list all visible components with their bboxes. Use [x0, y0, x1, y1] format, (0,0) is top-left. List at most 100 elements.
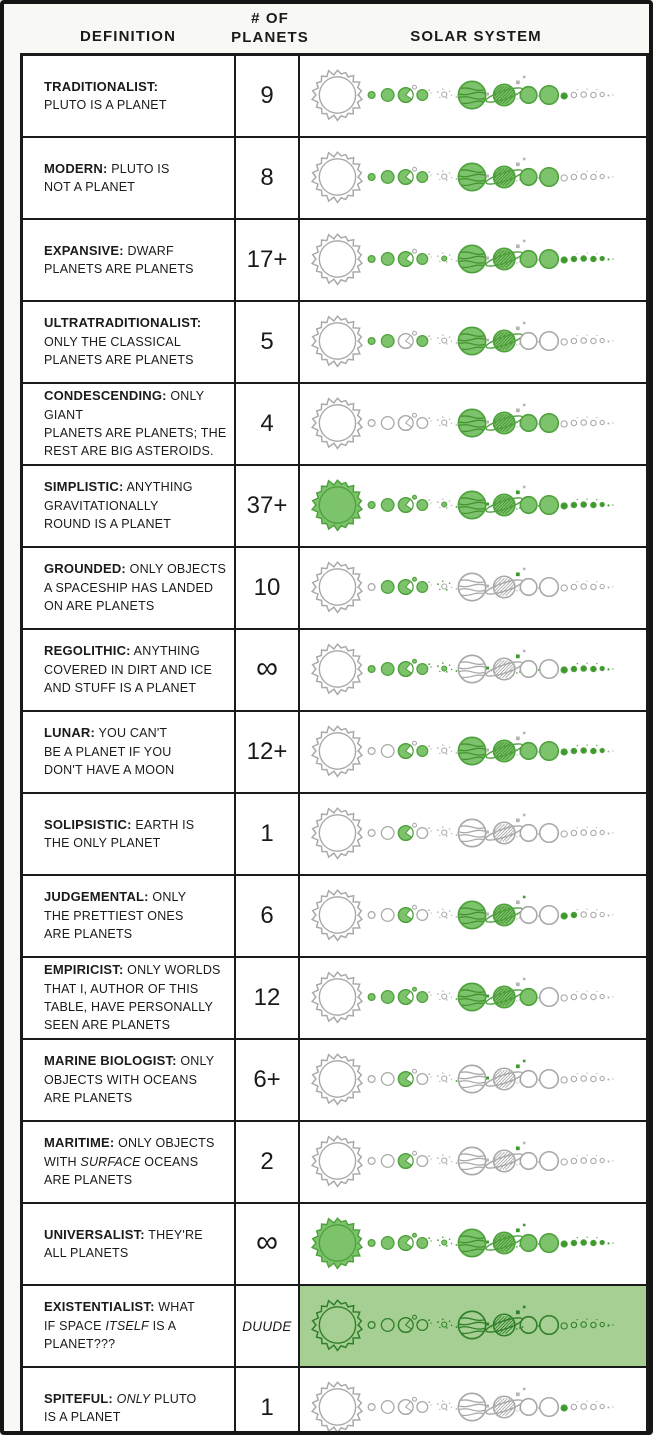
tno2-icon	[580, 1239, 587, 1246]
table-row: LUNAR: YOU CAN'T BE A PLANET IF YOU DON'…	[23, 712, 646, 794]
belt1-icon	[437, 1403, 439, 1405]
definition-cell: EXPANSIVE: DWARF PLANETS ARE PLANETS	[23, 220, 236, 300]
mercury-icon	[367, 172, 376, 182]
belt1-icon	[437, 501, 439, 503]
tick2-icon	[586, 990, 588, 992]
belt1-icon	[437, 1239, 439, 1241]
table-row: GROUNDED: ONLY OBJECTS A SPACESHIP HAS L…	[23, 548, 646, 630]
saturn-icon	[485, 1395, 524, 1419]
venus-icon	[380, 826, 395, 840]
tno4-icon	[599, 91, 605, 98]
neptune-icon	[539, 1232, 560, 1254]
tno2-icon	[580, 419, 587, 426]
venus-icon	[380, 662, 395, 676]
belt6-icon	[450, 914, 453, 917]
marsmoon2-icon	[430, 420, 432, 422]
sun-icon	[310, 479, 364, 532]
belt5-icon	[448, 1402, 451, 1404]
tno6-icon	[612, 176, 614, 178]
belt4-icon	[445, 1163, 448, 1165]
saturn-icon	[485, 411, 524, 435]
sun-icon	[310, 971, 364, 1024]
definition-text: SIMPLISTIC: ANYTHING GRAVITATIONALLY ROU…	[44, 479, 193, 532]
jupmoon1-icon	[455, 506, 458, 508]
tick2-icon	[586, 1236, 588, 1238]
titan-icon	[515, 162, 520, 167]
planet-count: ∞	[236, 630, 300, 710]
tno3-icon	[590, 829, 597, 837]
uranus-icon	[519, 741, 538, 761]
belt6-icon	[450, 750, 453, 753]
marsmoon1-icon	[428, 663, 431, 666]
neptune-icon	[539, 330, 560, 352]
earth-icon	[397, 906, 414, 924]
tno1-icon	[570, 1239, 578, 1247]
tno3-icon	[590, 747, 597, 755]
neptune-icon	[539, 1314, 560, 1336]
jupmoon1-icon	[455, 1162, 458, 1164]
mars-icon	[416, 745, 429, 757]
jupdot1-icon	[486, 748, 490, 752]
tno2-icon	[580, 747, 587, 754]
mars-icon	[416, 253, 429, 265]
venus-icon	[380, 1400, 395, 1414]
belt3-icon	[441, 1154, 444, 1156]
definition-text: EXISTENTIALIST: WHAT IF SPACE ITSELF IS …	[44, 1299, 195, 1352]
belt2-icon	[439, 588, 441, 591]
titan-icon	[515, 654, 520, 659]
solar-system-cell	[300, 302, 646, 382]
table-row: REGOLITHIC: ANYTHING COVERED IN DIRT AND…	[23, 630, 646, 712]
tick1-icon	[576, 253, 578, 255]
solar-system-diagram	[310, 725, 614, 778]
uranus-icon	[519, 413, 538, 433]
belt5-icon	[448, 254, 451, 256]
venus-icon	[380, 334, 395, 348]
saturn-icon	[485, 1067, 524, 1091]
sun-icon	[310, 643, 364, 696]
sun-icon	[310, 233, 364, 286]
tick2-icon	[586, 1400, 588, 1402]
belt4-icon	[445, 999, 448, 1001]
jupiter-icon	[457, 654, 487, 684]
tno3-icon	[590, 665, 597, 673]
uranus-icon	[519, 249, 538, 269]
definition-text: MARITIME: ONLY OBJECTS WITH SURFACE OCEA…	[44, 1135, 215, 1188]
tno2-icon	[580, 173, 587, 180]
mars-icon	[416, 663, 429, 675]
tick1-icon	[576, 1237, 578, 1239]
tno2-icon	[580, 665, 587, 672]
moon-icon	[412, 248, 417, 254]
belt2-icon	[439, 670, 441, 673]
satdot1-icon	[516, 918, 518, 920]
ceres-icon	[441, 91, 448, 98]
marsmoon1-icon	[428, 335, 431, 338]
tick2-icon	[586, 908, 588, 910]
tno3-icon	[590, 1239, 597, 1247]
ceres-icon	[441, 1157, 448, 1164]
jupdot1-icon	[486, 666, 490, 670]
belt5-icon	[448, 746, 451, 748]
satdot1-icon	[516, 426, 518, 428]
comet-icon	[522, 1059, 526, 1063]
tno3-icon	[590, 419, 597, 427]
tno1-icon	[570, 747, 578, 755]
mercury-icon	[367, 746, 376, 756]
belt4-icon	[445, 1081, 448, 1083]
tno3-icon	[590, 583, 597, 591]
belt3-icon	[441, 1400, 444, 1402]
marsmoon2-icon	[430, 92, 432, 94]
column-header-num-planets: # OF PLANETS	[231, 10, 309, 46]
moon-icon	[412, 494, 417, 500]
jupdot1-icon	[486, 1158, 490, 1162]
tick2-icon	[586, 1318, 588, 1320]
satdot1-icon	[516, 180, 518, 182]
tno6-icon	[612, 504, 614, 506]
tno6-icon	[612, 94, 614, 96]
belt4-icon	[445, 835, 448, 837]
saturn-icon	[485, 575, 524, 599]
tno1-icon	[570, 1157, 578, 1165]
jupiter-icon	[457, 244, 487, 274]
tno6-icon	[612, 1324, 614, 1326]
jupiter-icon	[457, 572, 487, 602]
definition-text: SPITEFUL: ONLY PLUTO IS A PLANET	[44, 1390, 197, 1425]
